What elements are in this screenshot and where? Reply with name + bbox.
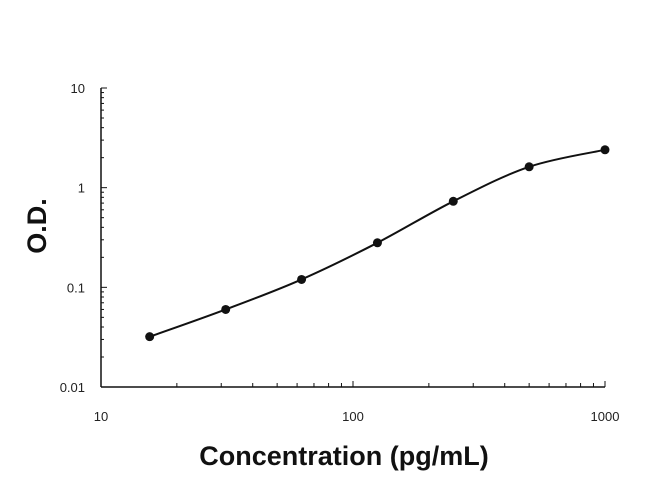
axes — [100, 88, 605, 388]
data-point — [297, 274, 307, 284]
y-tick-label: 0.01 — [60, 380, 85, 395]
data-point — [145, 332, 155, 342]
data-point — [448, 196, 458, 206]
x-tick-label: 10 — [94, 409, 108, 424]
x-axis-title: Concentration (pg/mL) — [199, 441, 488, 471]
x-tick-label: 100 — [342, 409, 364, 424]
x-tick-label: 1000 — [591, 409, 620, 424]
data-point — [372, 238, 382, 248]
y-tick-label: 10 — [71, 81, 85, 96]
y-tick-label: 0.1 — [67, 280, 85, 295]
y-tick-labels: 0.01 0.1 1 10 — [60, 81, 85, 395]
y-axis-title: O.D. — [22, 198, 52, 254]
data-point — [600, 145, 610, 155]
tick-marks — [100, 87, 606, 388]
y-tick-label: 1 — [78, 181, 85, 196]
data-points — [145, 145, 610, 342]
x-tick-labels: 10 100 1000 — [94, 409, 620, 424]
data-point — [221, 304, 231, 314]
data-point — [524, 162, 534, 172]
